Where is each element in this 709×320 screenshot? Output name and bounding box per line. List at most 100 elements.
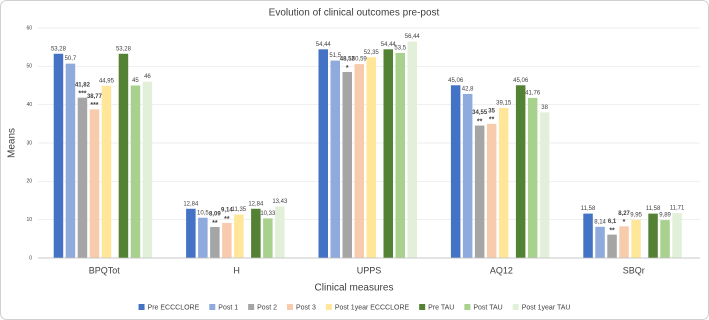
y-tick-label: 30 xyxy=(26,140,32,146)
bar xyxy=(450,85,461,259)
x-tick-label: BPQTot xyxy=(89,265,121,275)
value-label: 12,84 xyxy=(183,201,199,207)
value-label: 53,28 xyxy=(116,46,132,52)
significance-label: * xyxy=(623,219,626,226)
significance-label: * xyxy=(346,65,349,72)
bar xyxy=(648,213,658,258)
legend-swatch xyxy=(419,304,426,310)
bar xyxy=(101,85,112,258)
value-label: 11,58 xyxy=(646,206,661,212)
bar xyxy=(318,49,328,259)
legend-swatch xyxy=(209,304,216,310)
bar xyxy=(65,63,76,259)
legend-swatch xyxy=(464,304,471,310)
value-label: 11,71 xyxy=(670,206,685,212)
bar xyxy=(474,125,485,258)
value-label: 53,28 xyxy=(51,46,67,52)
value-label: 50,7 xyxy=(65,56,77,62)
value-label: 39,15 xyxy=(496,101,512,107)
significance-label: *** xyxy=(78,91,86,98)
value-label: 8,14 xyxy=(594,219,606,225)
bar xyxy=(222,222,232,258)
value-label: 41,76 xyxy=(525,90,541,96)
bar xyxy=(330,60,340,259)
y-tick-label: 20 xyxy=(26,179,32,185)
value-label: 46 xyxy=(144,74,151,80)
bar xyxy=(275,206,285,258)
value-label: 53,5 xyxy=(394,45,406,51)
bar xyxy=(354,64,364,259)
value-label: 9,14 xyxy=(221,208,233,214)
x-tick-label: SBQr xyxy=(623,265,645,275)
legend-label: Post 1 xyxy=(218,304,238,311)
value-label: 51,5 xyxy=(329,53,341,59)
bar xyxy=(498,107,509,258)
bar xyxy=(251,208,261,258)
value-label: 38 xyxy=(541,105,548,111)
legend-label: Pre ECCCLORE xyxy=(148,304,200,311)
legend-label: Post TAU xyxy=(473,304,502,311)
value-label: 8,09 xyxy=(209,212,221,218)
legend-swatch xyxy=(287,304,293,310)
bar xyxy=(210,226,220,258)
value-label: 8,27 xyxy=(618,211,630,217)
x-tick-label: H xyxy=(233,265,240,275)
bar xyxy=(619,226,629,258)
bar xyxy=(198,217,208,258)
legend-swatch xyxy=(325,304,332,310)
bar xyxy=(583,213,593,258)
legend-swatch xyxy=(512,304,519,310)
bar xyxy=(77,97,88,258)
value-label: 45,06 xyxy=(448,78,464,84)
legend-label: Post 1year TAU xyxy=(522,304,571,311)
value-label: 42,8 xyxy=(462,87,474,93)
value-label: 54,44 xyxy=(316,42,332,48)
value-label: 45,06 xyxy=(513,78,529,84)
value-label: 13,43 xyxy=(272,199,288,205)
significance-label: ** xyxy=(477,118,483,125)
bar xyxy=(186,208,196,258)
legend-label: Post 3 xyxy=(296,304,316,311)
bar xyxy=(527,97,538,258)
legend-label: Pre TAU xyxy=(428,304,454,311)
y-tick-label: 60 xyxy=(26,25,32,31)
bar xyxy=(130,85,141,258)
legend-label: Post 2 xyxy=(257,304,277,311)
bar xyxy=(142,81,153,259)
value-label: 6,1 xyxy=(608,219,617,225)
bar xyxy=(515,85,526,259)
value-label: 56,44 xyxy=(405,34,421,40)
bar xyxy=(539,112,550,258)
value-label: 52,35 xyxy=(364,50,380,56)
value-label: 9,95 xyxy=(630,212,642,218)
legend-label: Post 1year ECCCLORE xyxy=(335,304,410,311)
chart-title: Evolution of clinical outcomes pre-post xyxy=(269,8,440,19)
value-label: 34,55 xyxy=(472,110,488,116)
value-label: 41,82 xyxy=(75,82,91,88)
value-label: 38,77 xyxy=(87,94,103,100)
x-axis-label: Clinical measures xyxy=(315,283,394,294)
value-label: 10,5 xyxy=(197,210,209,216)
legend-swatch xyxy=(248,304,255,310)
bar xyxy=(263,218,273,258)
value-label: 44,95 xyxy=(99,78,115,84)
value-label: 10,33 xyxy=(260,211,276,217)
bar xyxy=(366,57,376,259)
bar xyxy=(660,220,670,258)
value-label: 11,35 xyxy=(232,207,247,213)
significance-label: ** xyxy=(224,216,230,223)
legend-swatch xyxy=(138,304,145,310)
significance-label: ** xyxy=(609,227,615,234)
bar xyxy=(383,49,393,259)
y-tick-label: 50 xyxy=(26,64,32,70)
value-label: 54,44 xyxy=(381,42,397,48)
significance-label: ** xyxy=(212,220,218,227)
value-label: 45 xyxy=(132,78,139,84)
bar xyxy=(486,123,497,258)
bar xyxy=(89,109,100,258)
value-label: 9,89 xyxy=(659,213,671,219)
y-tick-label: 0 xyxy=(29,255,32,261)
x-tick-label: AQ12 xyxy=(490,265,513,275)
y-tick-label: 40 xyxy=(26,102,32,108)
